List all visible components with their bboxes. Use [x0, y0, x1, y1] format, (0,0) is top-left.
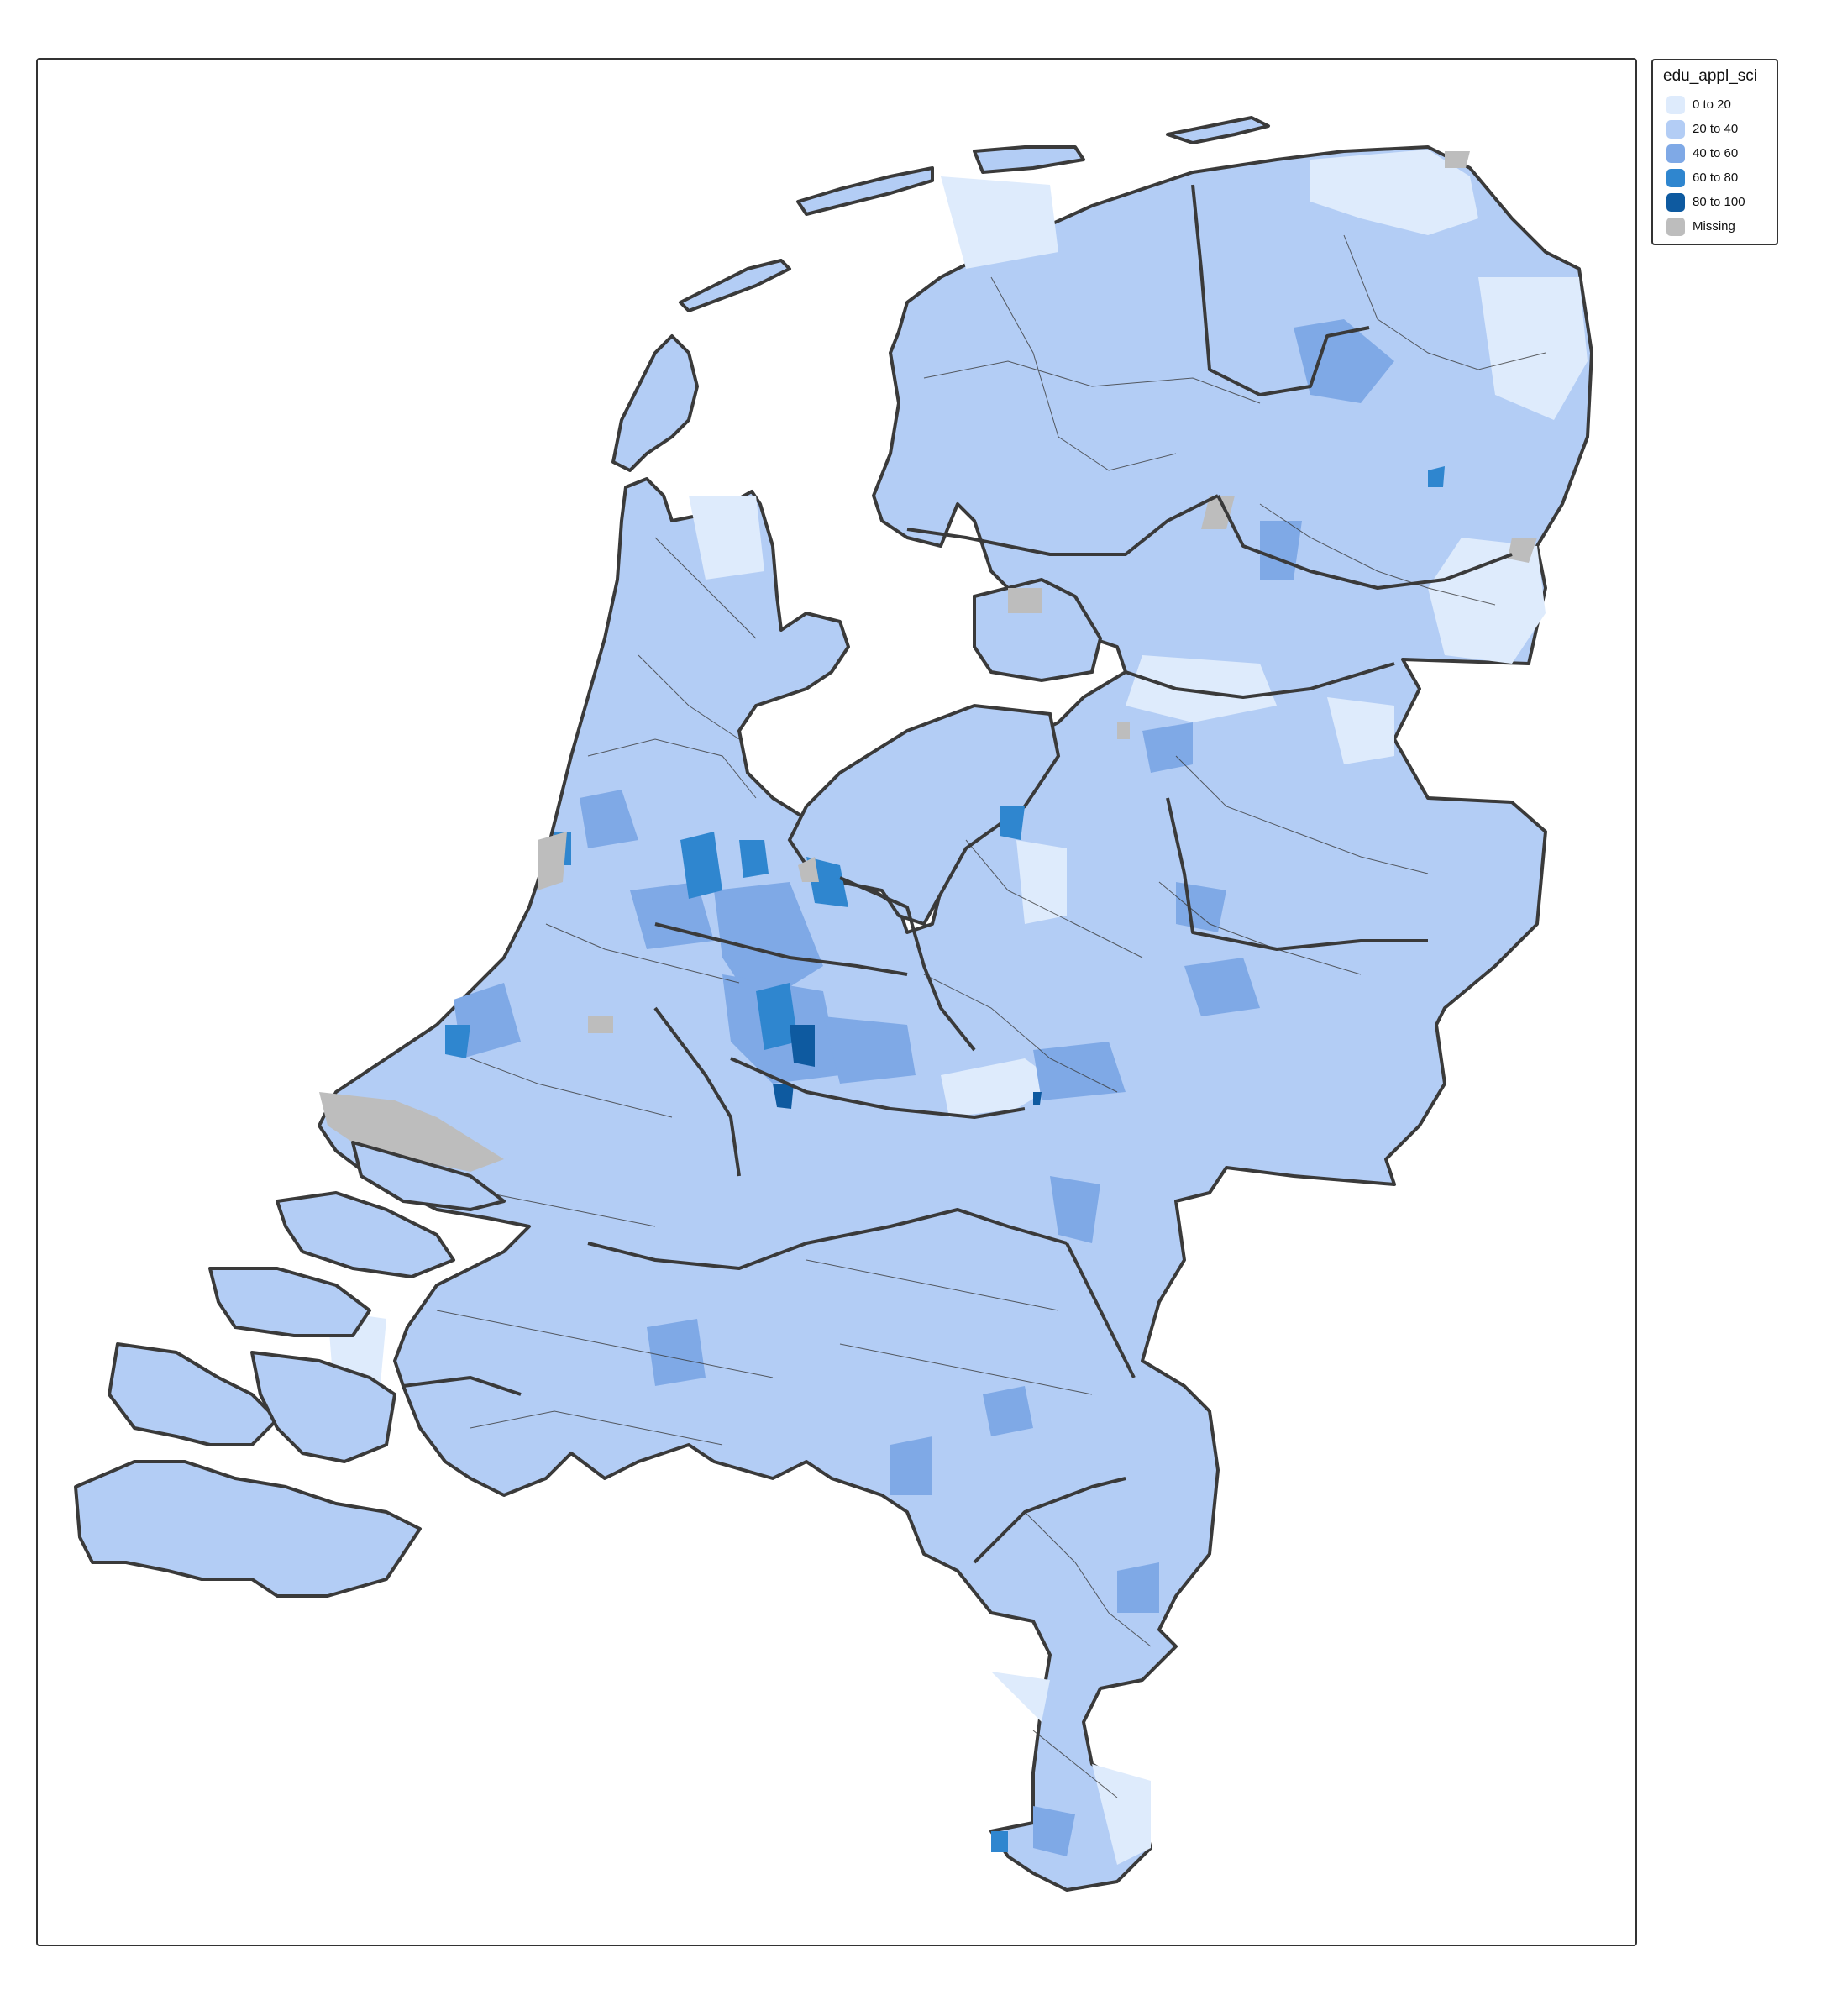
legend-item: 60 to 80 [1660, 165, 1770, 190]
legend-item: Missing [1660, 214, 1770, 239]
legend-title: edu_appl_sci [1663, 67, 1757, 85]
legend-item: 80 to 100 [1660, 190, 1770, 214]
legend-item: 20 to 40 [1660, 117, 1770, 141]
legend-swatch [1666, 168, 1685, 187]
legend-swatch [1666, 144, 1685, 163]
legend-item: 40 to 60 [1660, 141, 1770, 165]
legend-swatch [1666, 119, 1685, 139]
flevoland-region [973, 577, 1103, 683]
legend-item: 0 to 20 [1660, 92, 1770, 117]
legend-swatch [1666, 95, 1685, 114]
legend-label: 80 to 100 [1693, 195, 1745, 209]
legend: edu_appl_sci 0 to 20 20 to 40 40 to 60 60 t… [1651, 59, 1778, 245]
wadden-islands [611, 116, 1270, 472]
zeeland-islands [74, 1141, 506, 1598]
legend-label: 0 to 20 [1693, 97, 1731, 112]
legend-items: 0 to 20 20 to 40 40 to 60 60 to 80 80 to 100… [1660, 92, 1770, 239]
legend-swatch [1666, 192, 1685, 212]
flevoland-south-region [787, 703, 1061, 927]
province-borders [402, 184, 1513, 1564]
municipality-borders [402, 234, 1546, 1798]
dark-patches [202, 466, 1445, 1852]
missing-patches [244, 151, 1537, 1579]
legend-swatch [1666, 217, 1685, 236]
legend-label: 60 to 80 [1693, 171, 1739, 185]
legend-label: Missing [1693, 219, 1735, 234]
legend-label: 40 to 60 [1693, 146, 1739, 160]
legend-label: 20 to 40 [1693, 122, 1739, 136]
